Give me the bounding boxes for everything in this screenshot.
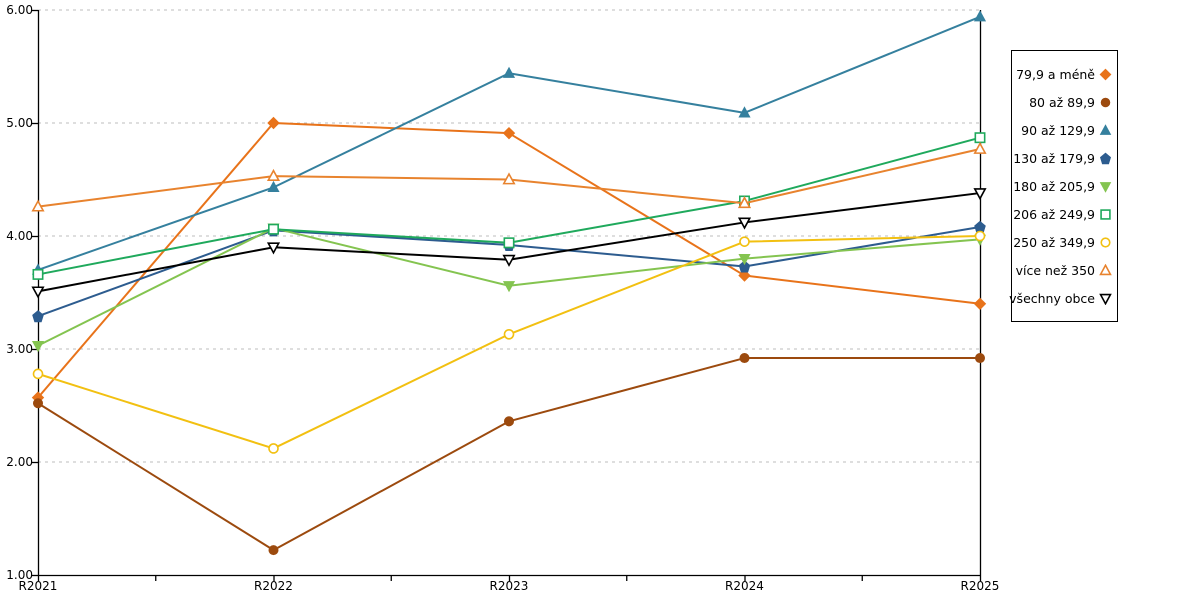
triangle-down-marker-icon [737, 217, 752, 230]
circle-marker-icon [1100, 97, 1111, 107]
diamond-marker-icon [1099, 68, 1112, 80]
legend-item: více než 350 [1012, 256, 1112, 284]
pentagon-marker-icon [32, 310, 44, 323]
triangle-up-marker-icon [266, 168, 281, 182]
series-line [37, 136, 981, 276]
triangle-up-marker-icon [738, 106, 751, 118]
triangle-up-marker-icon [502, 66, 516, 78]
circle-marker-icon [268, 545, 279, 556]
pentagon-marker-icon [1099, 152, 1112, 164]
triangle-up-marker-icon [973, 10, 987, 22]
legend-marker-pentagon-icon [1099, 152, 1112, 164]
x-tick-label: R2021 [18, 579, 58, 593]
legend-marker-square-icon [1100, 208, 1111, 220]
triangle-down-marker-icon [502, 281, 516, 293]
legend-marker-diamond-icon [1099, 68, 1112, 80]
circle-marker-icon [974, 230, 986, 242]
triangle-down-marker-icon [1099, 181, 1112, 193]
circle-marker-icon [503, 416, 515, 427]
legend-marker-circle-icon [1100, 236, 1111, 248]
pentagon-marker-icon [738, 260, 751, 273]
legend-item: 80 až 89,9 [1012, 88, 1112, 116]
series-v-echny-obce [31, 188, 987, 299]
triangle-up-marker-icon [737, 196, 752, 209]
legend-label: 79,9 a méně [1016, 66, 1095, 82]
legend-label: 250 až 349,9 [1013, 234, 1095, 250]
legend-marker-circle-icon [1100, 97, 1111, 107]
legend-label: všechny obce [1009, 290, 1095, 306]
x-tick-label: R2022 [254, 579, 293, 593]
y-tick-label: 4.00 [6, 229, 33, 243]
legend-item: 130 až 179,9 [1012, 144, 1112, 172]
series-line [37, 357, 980, 552]
circle-marker-icon [503, 328, 515, 340]
x-tick-label: R2024 [725, 579, 764, 593]
circle-marker-icon [974, 353, 986, 364]
legend-item: 90 až 129,9 [1012, 116, 1112, 144]
legend-label: 130 až 179,9 [1013, 150, 1095, 166]
triangle-down-marker-icon [266, 242, 281, 255]
legend-marker-triangle-down-icon [1099, 293, 1112, 305]
triangle-down-marker-icon [31, 286, 45, 299]
legend-label: 80 až 89,9 [1029, 94, 1095, 110]
y-tick-label: 5.00 [6, 116, 33, 130]
square-marker-icon [32, 268, 44, 280]
triangle-down-marker-icon [502, 254, 516, 267]
diamond-marker-icon [738, 269, 751, 282]
triangle-down-marker-icon [1099, 293, 1112, 305]
square-marker-icon [1100, 208, 1111, 220]
square-marker-icon [503, 237, 515, 249]
circle-marker-icon [739, 236, 750, 247]
triangle-up-marker-icon [267, 180, 280, 193]
x-tick-label: R2025 [960, 579, 1000, 593]
legend-marker-triangle-up-icon [1099, 123, 1112, 135]
circle-marker-icon [739, 353, 750, 364]
triangle-up-marker-icon [502, 172, 516, 185]
y-tick-label: 3.00 [6, 342, 33, 356]
legend-label: 180 až 205,9 [1013, 178, 1095, 194]
circle-marker-icon [268, 443, 279, 454]
legend-label: 90 až 129,9 [1021, 122, 1095, 138]
legend-label: více než 350 [1015, 262, 1095, 278]
square-marker-icon [268, 223, 279, 235]
legend-marker-triangle-up-icon [1099, 263, 1112, 275]
y-tick-label: 2.00 [6, 455, 33, 469]
legend-item: 250 až 349,9 [1012, 228, 1112, 256]
series-80-a-89-9 [32, 353, 986, 556]
legend-item: všechny obce [1009, 284, 1112, 312]
series-90-a-129-9 [31, 10, 987, 275]
square-marker-icon [974, 132, 986, 144]
triangle-up-marker-icon [973, 141, 987, 154]
circle-marker-icon [32, 368, 44, 380]
triangle-up-marker-icon [1099, 123, 1112, 135]
triangle-up-marker-icon [31, 199, 45, 212]
circle-marker-icon [32, 398, 44, 409]
diamond-marker-icon [502, 126, 516, 140]
legend-item: 79,9 a méně [1012, 60, 1112, 88]
legend-marker-triangle-down-icon [1099, 181, 1112, 193]
triangle-down-marker-icon [973, 188, 987, 201]
series-v-ce-ne-350 [31, 141, 987, 212]
circle-marker-icon [1100, 236, 1111, 248]
x-tick-label: R2023 [489, 579, 529, 593]
triangle-down-marker-icon [31, 340, 45, 353]
diamond-marker-icon [267, 116, 280, 130]
legend-label: 206 až 249,9 [1013, 206, 1095, 222]
triangle-up-marker-icon [1099, 263, 1112, 275]
y-tick-label: 6.00 [6, 3, 33, 17]
legend-item: 180 až 205,9 [1012, 172, 1112, 200]
series-250-a-349-9 [32, 230, 986, 454]
legend-item: 206 až 249,9 [1012, 200, 1112, 228]
legend: 79,9 a méně 80 až 89,9 90 až 129,9 130 a… [1009, 50, 1118, 322]
diamond-marker-icon [973, 297, 987, 311]
triangle-down-marker-icon [738, 253, 751, 266]
y-tick-label: 1.00 [6, 568, 33, 582]
